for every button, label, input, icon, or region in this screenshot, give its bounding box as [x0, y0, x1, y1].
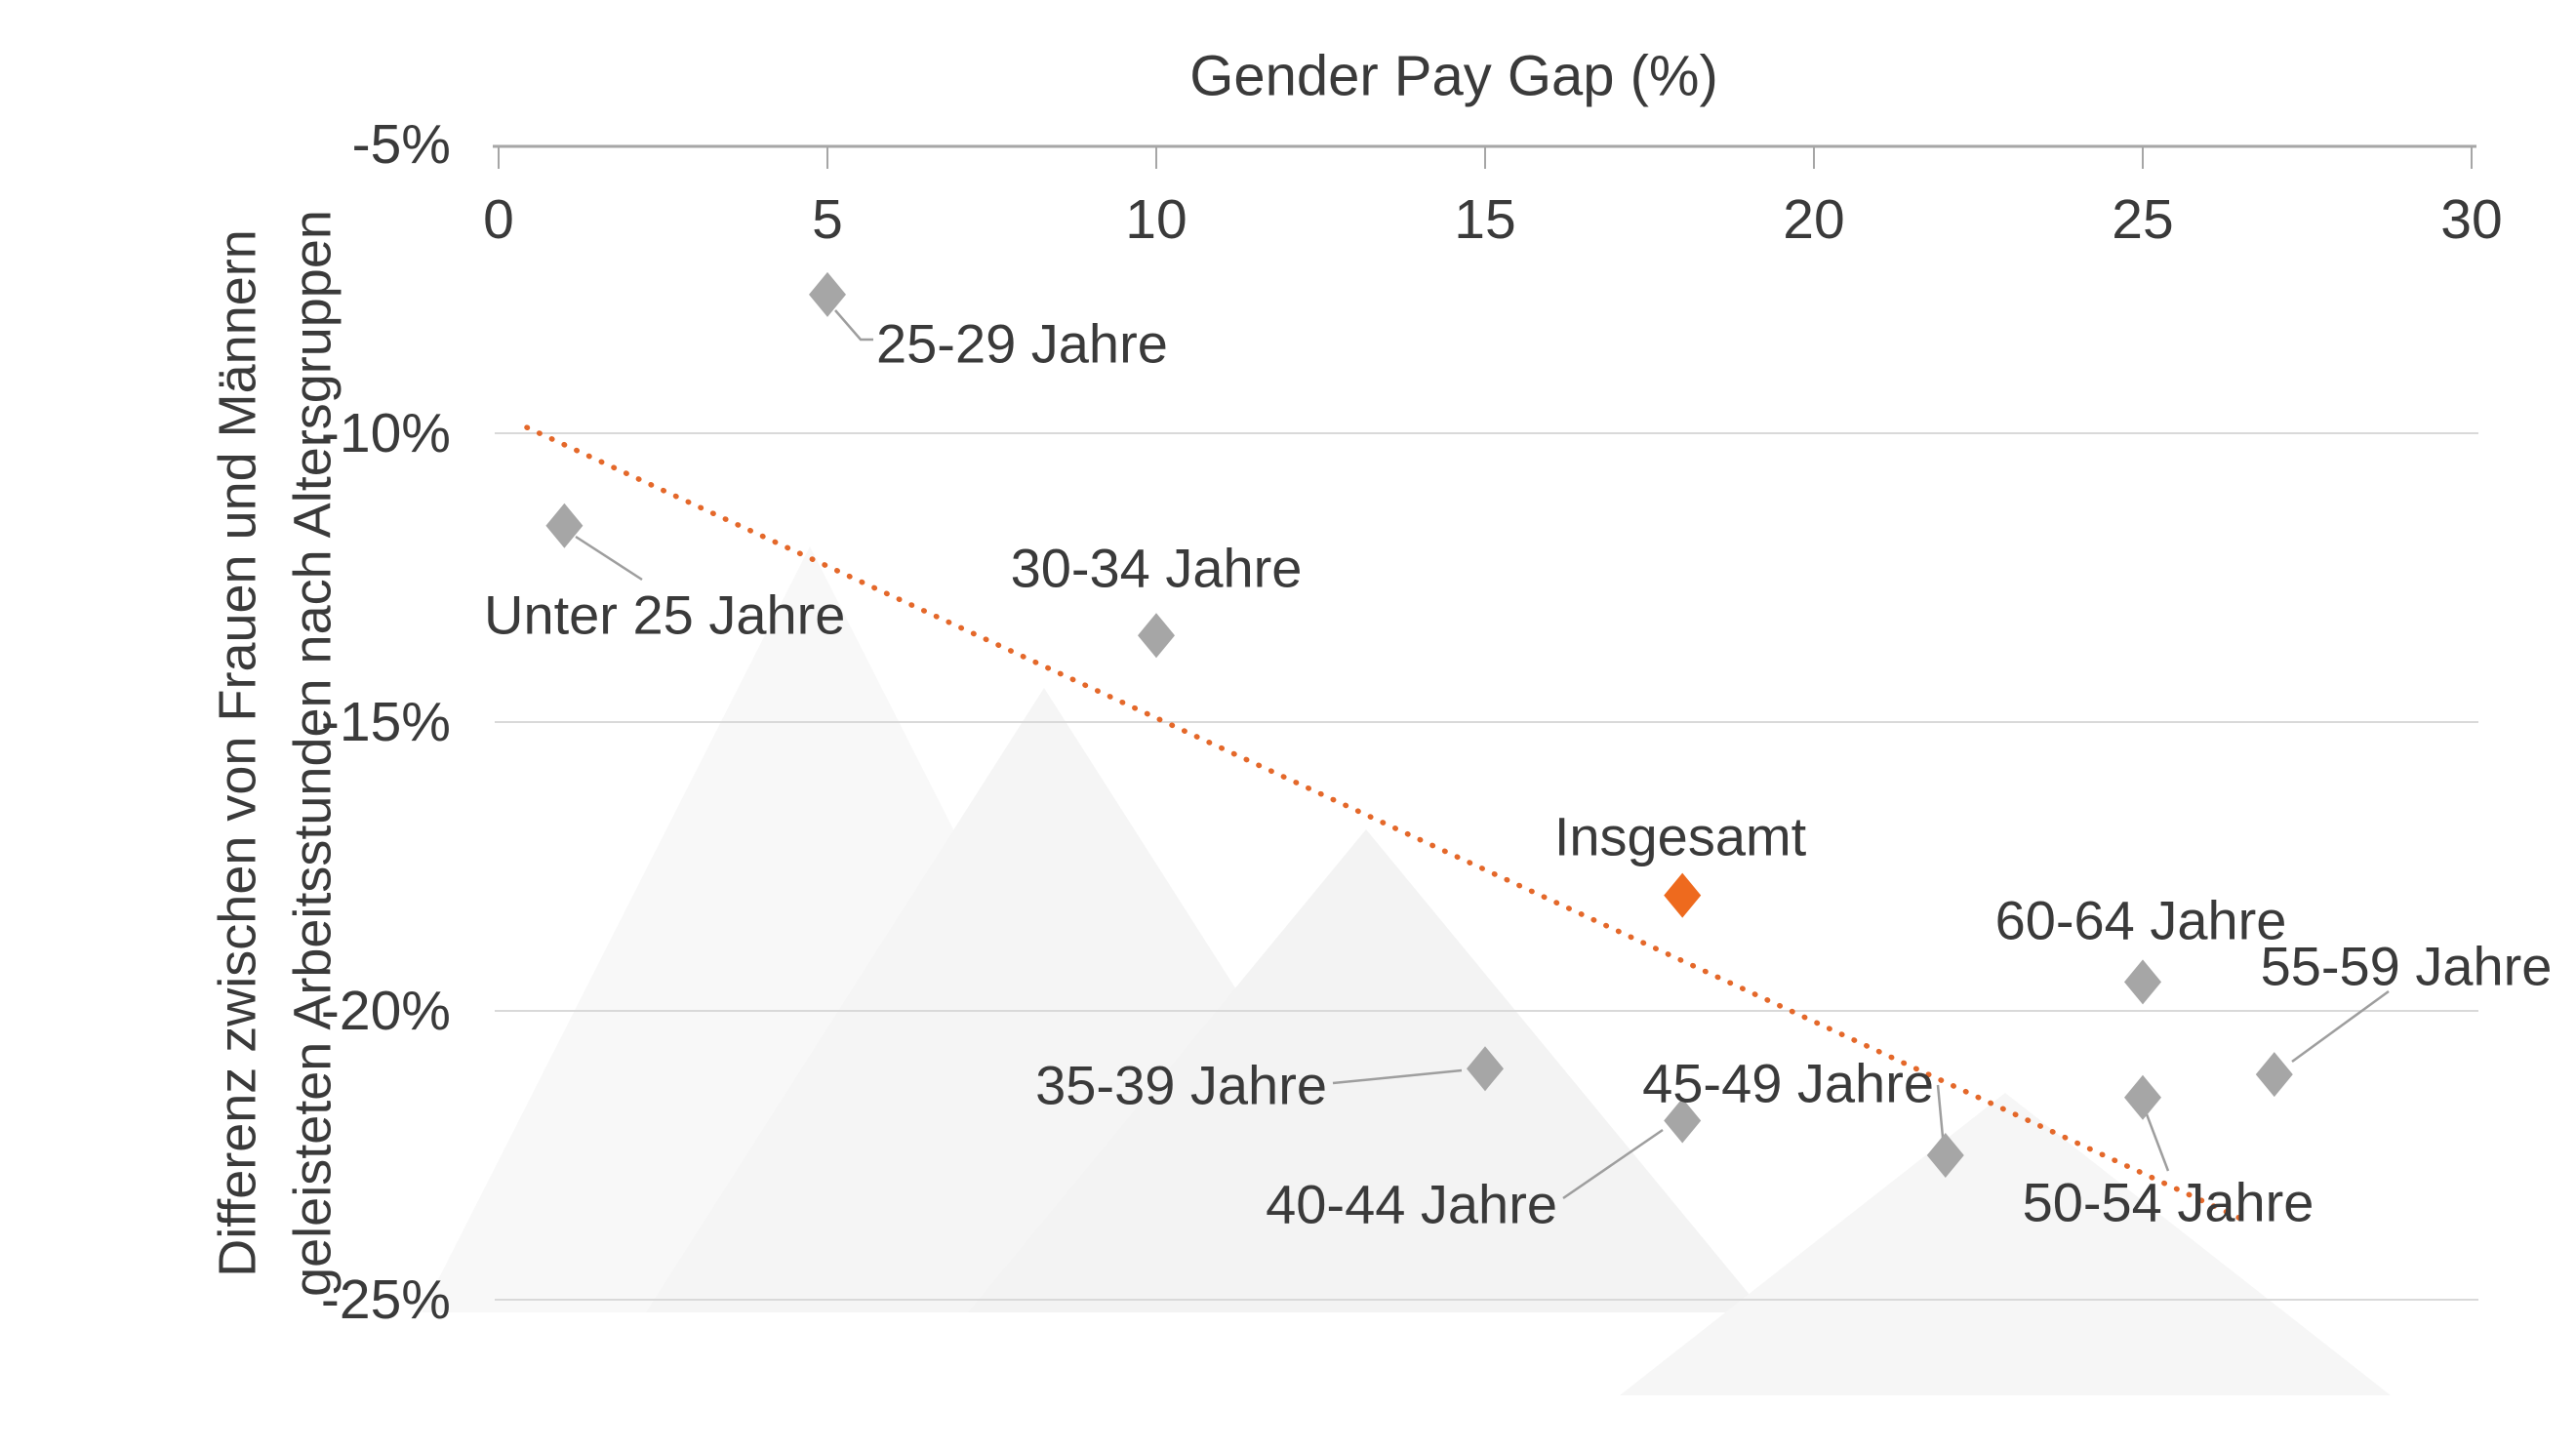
x-tick-label-25: 25	[2112, 188, 2174, 251]
data-point-60-64-jahre	[2124, 959, 2161, 1005]
data-point-insgesamt	[1664, 872, 1702, 918]
data-point-40-44-jahre	[1664, 1098, 1702, 1144]
label-connector	[2145, 1113, 2170, 1172]
label-connector	[1562, 1128, 1664, 1200]
x-tick-label-10: 10	[1125, 188, 1187, 251]
point-label-unter-25-jahre: Unter 25 Jahre	[484, 584, 846, 646]
point-label-50-54-jahre: 50-54 Jahre	[2022, 1171, 2314, 1233]
label-connector	[1332, 1068, 1463, 1085]
y-tick-label--20pct: -20%	[320, 980, 451, 1042]
data-point-35-39-jahre	[1467, 1046, 1504, 1092]
data-point-30-34-jahre	[1138, 613, 1175, 659]
y-tick-label--5pct: -5%	[351, 113, 451, 176]
data-point-25-29-jahre	[809, 271, 846, 317]
point-label-45-49-jahre: 45-49 Jahre	[1642, 1052, 1934, 1114]
x-tick-label-0: 0	[483, 188, 514, 251]
x-axis-title: Gender Pay Gap (%)	[1189, 44, 1718, 108]
point-label-25-29-jahre: 25-29 Jahre	[876, 312, 1168, 375]
data-point-unter-25-jahre	[545, 503, 584, 548]
point-label-30-34-jahre: 30-34 Jahre	[1010, 537, 1303, 599]
label-connector	[575, 535, 643, 582]
trend-line	[524, 424, 2244, 1222]
label-connector	[2291, 989, 2390, 1064]
point-label-insgesamt: Insgesamt	[1553, 805, 1807, 867]
point-label-40-44-jahre: 40-44 Jahre	[1266, 1173, 1557, 1235]
x-tick-label-30: 30	[2440, 188, 2503, 251]
x-tick-label-5: 5	[812, 188, 843, 251]
watermark-triangle	[968, 829, 1764, 1312]
point-label-35-39-jahre: 35-39 Jahre	[1035, 1054, 1327, 1116]
y-axis-title-line-1: Differenz zwischen von Frauen und Männer…	[208, 229, 267, 1277]
y-tick-label--15pct: -15%	[320, 691, 451, 753]
watermark-triangle	[1620, 1093, 2391, 1395]
y-tick-label--10pct: -10%	[320, 402, 451, 464]
label-connector	[834, 309, 873, 342]
data-point-50-54-jahre	[2124, 1074, 2161, 1120]
x-tick-label-15: 15	[1454, 188, 1516, 251]
y-tick-label--25pct: -25%	[320, 1268, 451, 1331]
data-point-55-59-jahre	[2255, 1052, 2293, 1098]
x-tick-label-20: 20	[1783, 188, 1845, 251]
point-label-60-64-jahre: 60-64 Jahre	[1994, 889, 2287, 951]
point-label-55-59-jahre: 55-59 Jahre	[2260, 935, 2553, 997]
data-point-45-49-jahre	[1926, 1133, 1964, 1178]
